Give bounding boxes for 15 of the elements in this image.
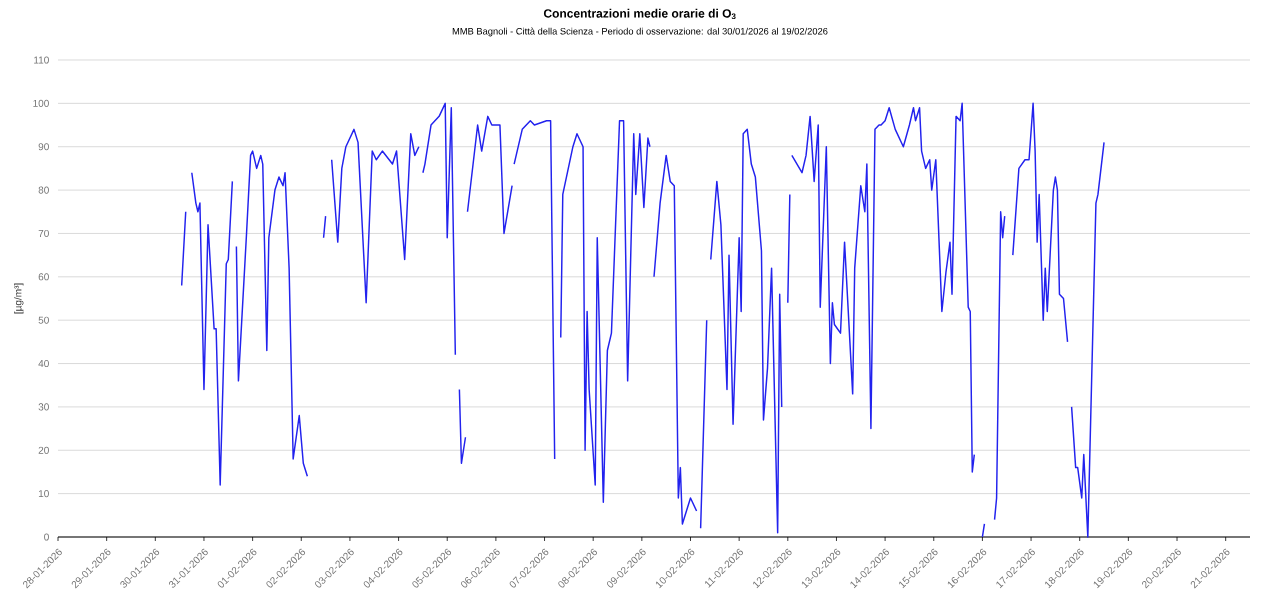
y-tick-label: 50 [38,316,49,324]
y-tick-label: 70 [38,229,49,237]
y-tick-label: 80 [38,186,49,194]
y-tick-label: 10 [38,490,49,498]
y-axis-title: [µg/m³] [14,283,24,314]
y-tick-label: 100 [33,99,49,107]
chart-subtitle: MMB Bagnoli - Città della Scienza - Periodo di osservazione: dal 30/01/2026 al 19/02/2026 [452,27,828,37]
y-tick-label: 60 [38,273,49,281]
y-tick-label: 90 [38,143,49,151]
y-tick-label: 110 [34,56,49,64]
y-tick-label: 0 [44,533,49,541]
chart-title: Concentrazioni medie orarie di O$_{3}$ [543,8,736,20]
y-tick-label: 20 [38,446,49,454]
y-tick-label: 30 [38,403,49,411]
y-tick-label: 40 [38,359,49,368]
